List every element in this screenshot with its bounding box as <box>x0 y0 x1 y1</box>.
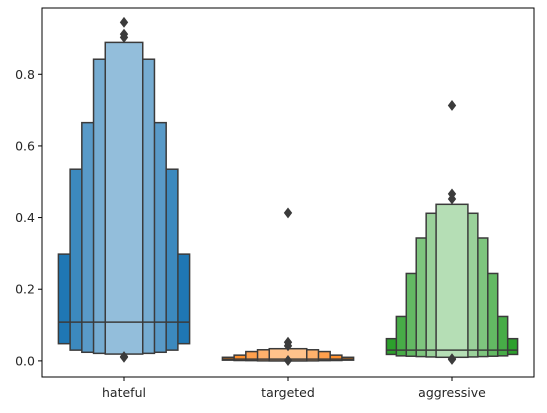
y-tick-label: 0.2 <box>15 282 35 297</box>
boxen-group-hateful <box>57 16 191 363</box>
x-tick-label: targeted <box>261 385 315 400</box>
outlier-point <box>447 193 457 205</box>
outlier-point <box>447 99 457 111</box>
outlier-point <box>283 340 293 352</box>
outlier-point <box>119 31 129 43</box>
outlier-point <box>283 207 293 219</box>
y-tick-label: 0.4 <box>15 210 35 225</box>
y-tick-label: 0.0 <box>15 353 35 368</box>
outlier-point <box>119 16 129 28</box>
y-axis: 0.0 0.2 0.4 0.6 0.8 <box>15 67 42 368</box>
boxen-group-targeted <box>221 207 355 366</box>
boxen-group-aggressive <box>385 99 519 365</box>
outlier-point <box>283 355 293 366</box>
boxen-box <box>435 203 469 359</box>
y-tick-label: 0.8 <box>15 67 35 82</box>
x-axis: hateful targeted aggressive <box>102 377 486 400</box>
outlier-point <box>119 351 129 363</box>
x-tick-label: aggressive <box>418 385 486 400</box>
chart-marks <box>57 16 519 366</box>
y-tick-label: 0.6 <box>15 138 35 153</box>
boxen-box <box>104 41 144 355</box>
x-tick-label: hateful <box>102 385 146 400</box>
outlier-point <box>447 353 457 365</box>
